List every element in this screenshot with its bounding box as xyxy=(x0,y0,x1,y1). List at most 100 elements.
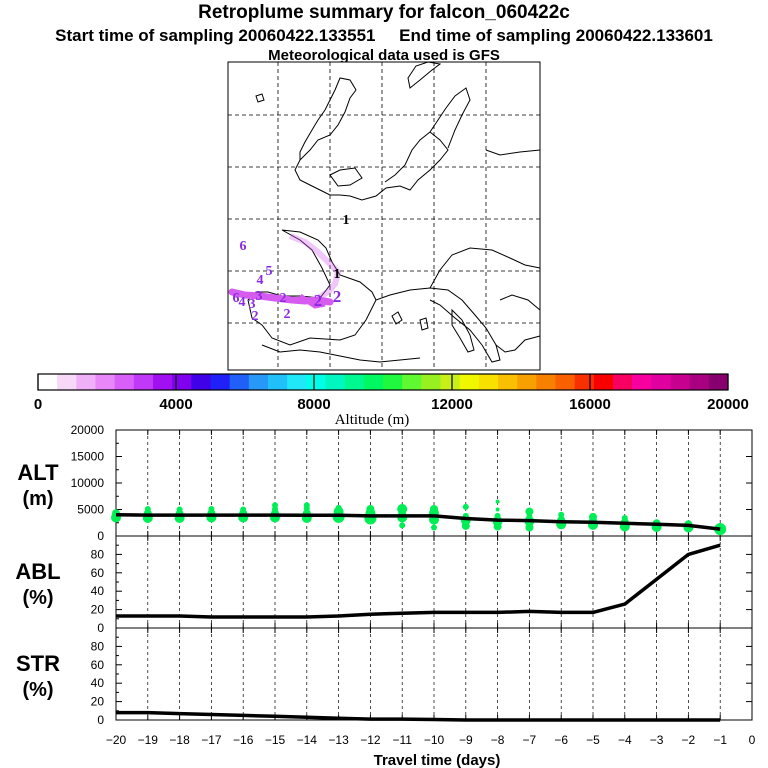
colorbar-tick-label: 20000 xyxy=(707,396,749,413)
colorbar-swatch xyxy=(287,374,307,390)
y-tick-label: 40 xyxy=(91,584,105,598)
x-tick-label: −13 xyxy=(328,733,349,747)
altitude-particle-point xyxy=(144,506,151,512)
colorbar-swatch xyxy=(440,374,461,390)
colorbar-swatch xyxy=(536,374,556,390)
colorbar-tick-label: 0 xyxy=(34,396,42,413)
start-time-label: Start time of sampling 20060422.133551 xyxy=(55,26,376,45)
colorbar-swatch xyxy=(555,374,576,390)
day-marker: 4 xyxy=(257,273,264,288)
x-tick-label: −8 xyxy=(491,733,505,747)
map-coastlines xyxy=(247,61,541,363)
colorbar-swatch xyxy=(38,374,58,390)
panel-abl: 0 20 40 60 80 ABL (%) xyxy=(15,535,753,635)
met-data-label: Meteorological data used is GFS xyxy=(268,47,500,64)
colorbar-swatch xyxy=(268,374,288,390)
median-line-abl xyxy=(116,543,721,619)
map-gridlines xyxy=(228,62,540,370)
colorbar-swatch xyxy=(172,374,192,390)
altitude-particle-point xyxy=(494,512,501,519)
panel-label: ALT xyxy=(17,460,59,485)
altitude-particle-point xyxy=(525,507,534,516)
altitude-particle-point xyxy=(589,512,597,521)
colorbar-swatch xyxy=(613,374,633,390)
altitude-particle-point xyxy=(272,502,278,509)
colorbar-swatch xyxy=(708,374,729,390)
x-tick-label: −11 xyxy=(392,733,412,747)
panel-str: 0 20 40 60 80 STR (%) xyxy=(16,627,753,727)
colorbar-swatch xyxy=(114,374,135,390)
y-tick-label: 80 xyxy=(91,639,105,653)
x-tick-label: −3 xyxy=(650,733,664,747)
y-tick-label: 0 xyxy=(97,529,104,543)
x-tick-label: −14 xyxy=(297,733,318,747)
trajectory-faint-segment xyxy=(288,233,342,301)
altitude-particle-point xyxy=(621,515,628,521)
y-tick-label: 60 xyxy=(91,566,105,580)
altitude-particle-point xyxy=(431,524,437,531)
x-tick-label: −6 xyxy=(554,733,568,747)
altitude-particle-point xyxy=(208,506,215,512)
altitude-particle-point xyxy=(462,503,469,510)
panel-alt: 0 5000 10000 15000 20000 ALT (m) xyxy=(17,423,753,543)
altitude-particle-point xyxy=(558,511,565,518)
day-marker: 2 xyxy=(280,291,287,306)
day-marker: 2 xyxy=(252,309,259,324)
x-tick-label: −4 xyxy=(618,733,632,747)
sampling-time-line: Start time of sampling 20060422.133551 E… xyxy=(0,26,768,46)
x-tick-label: 0 xyxy=(749,733,756,747)
y-tick-label: 60 xyxy=(91,658,105,672)
altitude-particle-point xyxy=(366,505,375,513)
colorbar-tick-label: 8000 xyxy=(297,396,330,413)
map-frame xyxy=(227,61,541,371)
y-tick-label: 20000 xyxy=(71,423,105,437)
day-marker: 1 xyxy=(343,213,350,228)
y-tick-label: 80 xyxy=(91,547,105,561)
panel-label: STR xyxy=(16,651,60,676)
colorbar-axis-label: Altitude (m) xyxy=(335,412,410,428)
x-tick-label: −18 xyxy=(169,733,190,747)
x-tick-label: −7 xyxy=(523,733,537,747)
colorbar-tick-label: 4000 xyxy=(159,396,192,413)
colorbar-swatch xyxy=(325,374,346,390)
x-tick-label: −1 xyxy=(713,733,727,747)
x-tick-label: −20 xyxy=(106,733,127,747)
x-tick-label: −17 xyxy=(201,733,222,747)
x-axis-label: Travel time (days) xyxy=(374,752,501,768)
x-tick-label: −9 xyxy=(459,733,473,747)
colorbar-swatch xyxy=(210,374,231,390)
y-tick-label: 20 xyxy=(91,603,105,617)
colorbar-swatch xyxy=(229,374,250,390)
colorbar-swatch xyxy=(306,374,326,390)
x-tick-label: −15 xyxy=(265,733,286,747)
day-marker: 3 xyxy=(256,289,263,304)
y-tick-label: 40 xyxy=(91,676,105,690)
day-marker: 1 xyxy=(334,267,341,282)
day-marker: 6 xyxy=(233,291,240,306)
y-tick-label: 0 xyxy=(97,621,104,635)
day-marker: 6 xyxy=(240,239,247,254)
retroplume-trajectory xyxy=(228,233,342,309)
x-tick-label: −19 xyxy=(138,733,159,747)
median-line-str xyxy=(116,710,721,722)
x-tick-label: −16 xyxy=(233,733,254,747)
altitude-particle-point xyxy=(399,522,406,529)
x-tick-label: −12 xyxy=(360,733,381,747)
colorbar-swatch xyxy=(498,374,518,390)
colorbar-swatch xyxy=(191,374,211,390)
day-marker: 5 xyxy=(266,264,273,279)
colorbar-swatch xyxy=(421,374,441,390)
x-tick-label: −5 xyxy=(586,733,600,747)
altitude-particle-point xyxy=(430,505,438,513)
panel-label: ABL xyxy=(15,559,60,584)
colorbar-swatch xyxy=(248,374,269,390)
y-tick-label: 15000 xyxy=(71,450,105,464)
median-line-alt xyxy=(115,513,721,531)
altitude-particle-point xyxy=(495,507,500,512)
end-time-label: End time of sampling 20060422.133601 xyxy=(399,26,713,45)
altitude-particle-point xyxy=(240,506,247,513)
colorbar-swatch xyxy=(383,374,403,390)
